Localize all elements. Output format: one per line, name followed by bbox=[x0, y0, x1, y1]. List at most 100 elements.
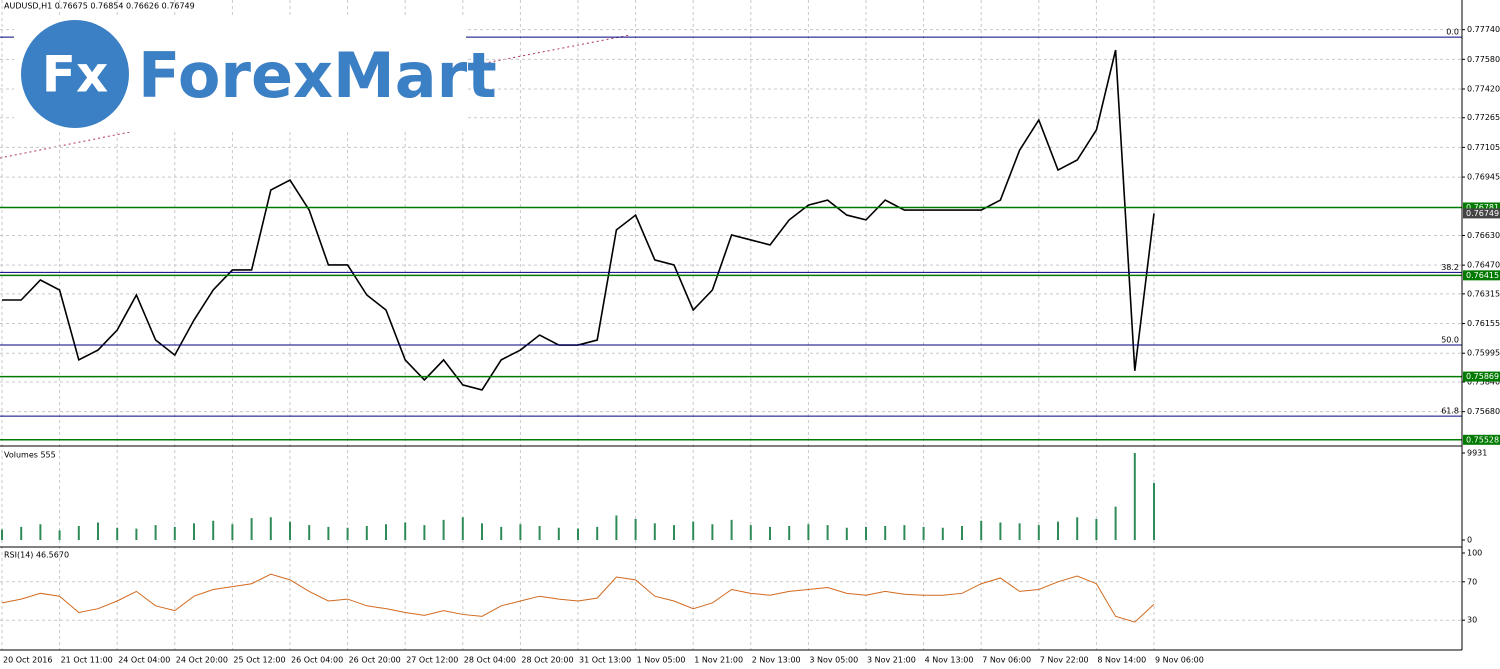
volume-bar bbox=[442, 519, 445, 540]
volume-bar bbox=[884, 525, 887, 540]
volume-bar bbox=[231, 524, 234, 540]
level-label-bg bbox=[1463, 202, 1500, 213]
level-label: 0.75869 bbox=[1466, 372, 1499, 381]
volume-bar bbox=[653, 523, 656, 540]
volume-bar bbox=[596, 526, 599, 540]
fib-label: 61.8 bbox=[1441, 407, 1459, 416]
volume-bar bbox=[711, 524, 714, 540]
y-tick-label: 0.77265 bbox=[1467, 113, 1500, 122]
x-tick-label: 2 Nov 13:00 bbox=[752, 656, 801, 665]
volume-bar bbox=[769, 526, 771, 540]
level-label-bg bbox=[1463, 434, 1500, 445]
fib-label: 50.0 bbox=[1441, 336, 1459, 345]
x-tick-label: 7 Nov 06:00 bbox=[982, 656, 1031, 665]
volume-bar bbox=[1057, 521, 1059, 540]
x-tick-label: 25 Oct 12:00 bbox=[233, 656, 285, 665]
volume-bar bbox=[980, 520, 983, 540]
x-tick-label: 3 Nov 05:00 bbox=[809, 656, 858, 665]
x-tick-label: 31 Oct 13:00 bbox=[579, 656, 631, 665]
level-label-bg bbox=[1463, 371, 1500, 382]
volume-bar bbox=[269, 517, 272, 540]
trend-line bbox=[0, 127, 151, 159]
x-tick-label: 1 Nov 05:00 bbox=[637, 656, 686, 665]
y-tick-label: 0.76315 bbox=[1467, 289, 1500, 298]
x-tick-label: 4 Nov 13:00 bbox=[925, 656, 974, 665]
price-chart-title: AUDUSD,H1 0.76675 0.76854 0.76626 0.7674… bbox=[4, 2, 195, 11]
volume-bar bbox=[116, 527, 119, 540]
volume-bar bbox=[173, 526, 176, 540]
x-tick-label: 1 Nov 21:00 bbox=[694, 656, 743, 665]
volume-bar bbox=[1095, 518, 1098, 540]
fib-label: 38.2 bbox=[1441, 263, 1459, 272]
x-tick-label: 21 Oct 11:00 bbox=[61, 656, 113, 665]
volume-bar bbox=[1076, 517, 1079, 540]
y-tick-label: 0.75680 bbox=[1467, 407, 1500, 416]
volume-bar bbox=[404, 522, 407, 540]
volume-bar bbox=[1037, 525, 1040, 540]
y-tick-label: 0.77420 bbox=[1467, 85, 1500, 94]
volume-bar bbox=[999, 522, 1002, 540]
volume-bar bbox=[39, 524, 42, 540]
volume-bar bbox=[346, 527, 349, 540]
fib-label: 0.0 bbox=[1446, 28, 1459, 37]
volume-bar bbox=[615, 515, 618, 540]
x-tick-label: 7 Nov 22:00 bbox=[1040, 656, 1089, 665]
volume-bar bbox=[1, 529, 3, 540]
volume-bar bbox=[1133, 453, 1136, 540]
logo-brand: ForexMart bbox=[138, 39, 497, 112]
volume-bar bbox=[135, 528, 138, 540]
level-label: 0.76415 bbox=[1466, 271, 1499, 280]
volume-bar bbox=[922, 526, 925, 540]
logo-icon: Fx bbox=[42, 46, 108, 104]
volume-title: Volumes 555 bbox=[4, 451, 56, 460]
volume-bar bbox=[423, 525, 426, 540]
volume-bar bbox=[749, 525, 752, 540]
volume-bar bbox=[941, 527, 944, 540]
volume-bar bbox=[692, 521, 695, 540]
level-label: 0.76781 bbox=[1466, 203, 1499, 212]
volume-bar bbox=[481, 523, 483, 540]
y-tick-label: 70 bbox=[1467, 577, 1477, 586]
x-tick-label: 24 Oct 04:00 bbox=[118, 656, 170, 665]
volume-bar bbox=[461, 517, 464, 540]
volume-bar bbox=[1114, 506, 1117, 540]
level-label: 0.75528 bbox=[1466, 435, 1499, 444]
volume-bar bbox=[500, 526, 503, 540]
volume-bar bbox=[826, 525, 829, 540]
volume-bar bbox=[97, 522, 99, 540]
last-price-label: 0.76749 bbox=[1466, 209, 1499, 218]
volume-bar bbox=[193, 523, 195, 540]
y-tick-label: 0.77580 bbox=[1467, 55, 1500, 64]
x-tick-label: 24 Oct 20:00 bbox=[176, 656, 228, 665]
volume-bar bbox=[1153, 483, 1155, 540]
y-tick-label: 0.75995 bbox=[1467, 349, 1500, 358]
volume-bar bbox=[845, 527, 848, 540]
y-tick-label: 0.76945 bbox=[1467, 173, 1500, 182]
x-tick-label: 26 Oct 20:00 bbox=[349, 656, 401, 665]
x-tick-label: 28 Oct 20:00 bbox=[521, 656, 573, 665]
y-tick-label: 0.76630 bbox=[1467, 231, 1500, 240]
volume-bar bbox=[807, 524, 810, 540]
volume-bar bbox=[519, 524, 522, 540]
volume-bar bbox=[673, 525, 675, 540]
y-tick-label: 100 bbox=[1467, 549, 1482, 558]
volume-bar bbox=[634, 518, 637, 540]
y-tick-label: 0.76470 bbox=[1467, 261, 1500, 270]
volume-bar bbox=[250, 518, 253, 540]
volume-bar bbox=[365, 525, 368, 540]
volume-bar bbox=[154, 525, 157, 540]
y-tick-label: 0.76155 bbox=[1467, 319, 1500, 328]
volume-bar bbox=[212, 520, 215, 540]
volume-bar bbox=[961, 525, 963, 540]
volume-bar bbox=[20, 526, 23, 540]
volume-bar bbox=[1018, 523, 1021, 540]
x-tick-label: 27 Oct 12:00 bbox=[406, 656, 458, 665]
y-tick-label: 0 bbox=[1467, 536, 1472, 545]
y-tick-label: 9931 bbox=[1467, 449, 1487, 458]
volume-bar bbox=[77, 525, 80, 540]
rsi-line bbox=[1, 573, 1155, 623]
volume-bar bbox=[327, 526, 330, 540]
volume-bar bbox=[903, 525, 906, 540]
volume-bar bbox=[865, 526, 867, 540]
